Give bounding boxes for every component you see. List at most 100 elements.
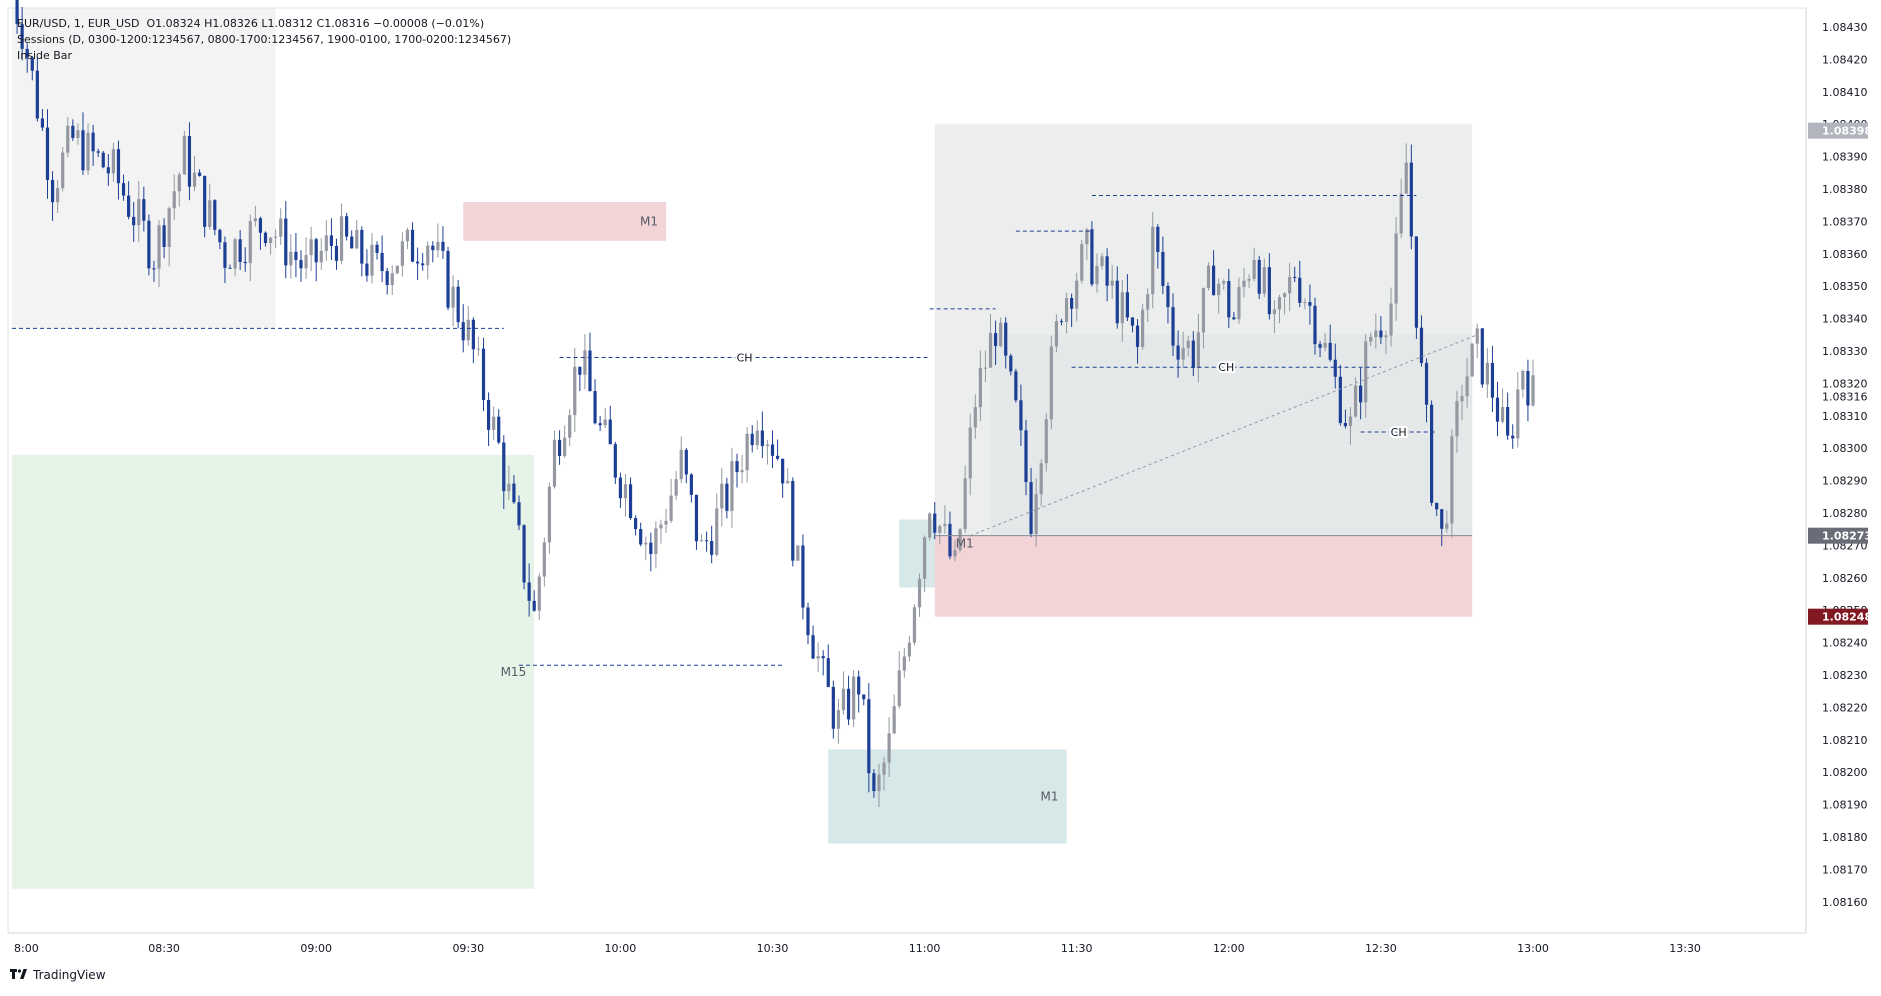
- candle-body: [253, 218, 257, 222]
- candle-body: [400, 241, 404, 266]
- candle-body: [694, 494, 699, 542]
- candle-body: [1211, 265, 1216, 296]
- m1-supply-zone-top-label: M1: [640, 214, 658, 228]
- candle-body: [187, 136, 192, 187]
- symbol-line[interactable]: EUR/USD, 1, EUR_USD: [17, 17, 140, 30]
- candle-body: [603, 419, 607, 426]
- m15-demand-zone-label: M15: [501, 665, 527, 679]
- price-axis[interactable]: 1.084301.084201.084101.084001.083901.083…: [1808, 21, 1872, 909]
- inside-bar-indicator-legend[interactable]: Inside Bar: [17, 49, 73, 62]
- price-label: 1.08316: [1822, 390, 1868, 403]
- candle-body: [568, 415, 572, 438]
- candle-body: [1303, 302, 1307, 304]
- candle-body: [132, 216, 136, 226]
- tradingview-brand[interactable]: TradingView: [10, 968, 106, 982]
- candle-body: [284, 218, 288, 266]
- candle-body: [816, 656, 820, 659]
- candle-body: [537, 576, 541, 611]
- price-tick-label: 1.08180: [1822, 831, 1868, 844]
- candle-body: [1217, 283, 1221, 296]
- candle-body: [740, 470, 744, 473]
- candle-body: [1095, 265, 1099, 285]
- time-tick-label: 13:30: [1669, 942, 1701, 955]
- trend-dotted-line: [970, 334, 1478, 537]
- price-tick-label: 1.08360: [1822, 248, 1868, 261]
- candle-body: [644, 542, 648, 545]
- candle-body: [137, 199, 141, 226]
- candle-body: [142, 199, 146, 221]
- candle-body: [623, 484, 628, 499]
- candle-body: [1328, 342, 1332, 360]
- candle-body: [1237, 286, 1241, 320]
- time-tick-label: 12:00: [1213, 942, 1245, 955]
- candle-body: [289, 251, 293, 266]
- candle-body: [208, 200, 212, 227]
- candle-body: [1288, 276, 1292, 294]
- candle-body: [725, 483, 729, 511]
- candle-body: [385, 271, 389, 286]
- time-axis[interactable]: 8:00 08:30 09:00 09:30 10:00 10:30 11:00 11:30 1…: [14, 942, 1701, 955]
- candle-body: [953, 550, 957, 557]
- candle-body: [806, 607, 810, 636]
- candle-body: [1156, 226, 1160, 252]
- candle-body: [527, 582, 531, 601]
- candle-body: [1435, 502, 1439, 510]
- candle-body: [831, 686, 835, 729]
- candle-body: [928, 513, 932, 538]
- candle-body: [963, 478, 967, 530]
- candle-body: [192, 172, 197, 187]
- candle-body: [294, 251, 298, 261]
- candle-body: [1222, 281, 1226, 284]
- candle-body: [983, 367, 988, 369]
- candle-body: [172, 191, 176, 209]
- symbol-ohlc-legend[interactable]: EUR/USD, 1, EUR_USD O1.08324 H1.08326 L1…: [17, 16, 484, 32]
- candle-body: [66, 125, 70, 153]
- candle-body: [649, 542, 653, 554]
- candle-body: [862, 694, 866, 700]
- sessions-indicator-legend[interactable]: Sessions (D, 0300-1200:1234567, 0800-170…: [17, 33, 512, 46]
- candle-body: [1267, 267, 1271, 315]
- candle-body: [1369, 336, 1373, 342]
- candle-body: [436, 241, 440, 251]
- price-tick-label: 1.08420: [1822, 53, 1868, 66]
- candle-body: [659, 524, 663, 529]
- candle-body: [1151, 226, 1155, 295]
- candle-body: [801, 545, 805, 608]
- candle-body: [1318, 344, 1322, 348]
- candle-body: [1049, 346, 1053, 420]
- candle-body: [390, 273, 394, 286]
- candle-body: [152, 268, 156, 270]
- candle-body: [213, 200, 217, 230]
- candle-body: [1206, 265, 1211, 289]
- candle-body: [507, 483, 511, 492]
- candle-body: [1414, 236, 1418, 328]
- candle-body: [426, 245, 430, 266]
- candle-body: [1308, 302, 1312, 306]
- candle-body: [1125, 292, 1129, 318]
- candle-body: [684, 449, 688, 475]
- candle-body: [370, 244, 374, 276]
- m1-supply-zone-top: [463, 201, 667, 241]
- candle-body: [1511, 435, 1515, 439]
- candle-body: [715, 508, 719, 555]
- candle-body: [410, 229, 415, 262]
- candle-body: [25, 48, 29, 58]
- candle-body: [1186, 340, 1190, 348]
- candle-body: [1343, 422, 1348, 427]
- candle-body: [162, 225, 166, 247]
- candle-body: [938, 526, 942, 533]
- candle-body: [86, 132, 90, 171]
- candle-body: [811, 635, 815, 659]
- candle-body: [1379, 330, 1383, 338]
- candle-body: [61, 152, 65, 189]
- candle-body: [923, 537, 927, 579]
- candle-body: [1146, 294, 1150, 310]
- candle-body: [1064, 297, 1069, 322]
- candle-body: [1485, 362, 1489, 385]
- candle-body: [127, 195, 131, 217]
- candle-body: [755, 430, 759, 446]
- candle-body: [1348, 416, 1353, 427]
- candle-body: [1100, 256, 1104, 266]
- candle-body: [1465, 376, 1469, 397]
